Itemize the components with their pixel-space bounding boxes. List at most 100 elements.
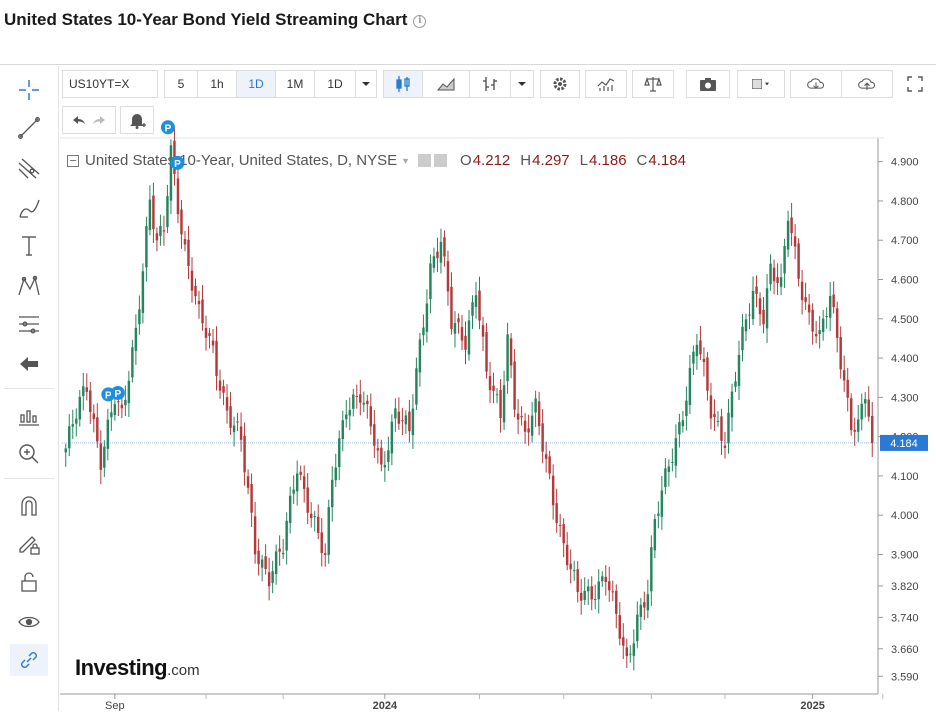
candle-body xyxy=(176,178,180,215)
candle-body xyxy=(741,326,744,351)
candle-body xyxy=(341,420,344,440)
interval-1m-button[interactable]: 1M xyxy=(275,70,315,98)
candle-body xyxy=(148,199,152,231)
crosshair-icon[interactable] xyxy=(10,74,48,106)
indicators-icon[interactable] xyxy=(585,70,627,98)
legend-low-label: L xyxy=(579,152,588,169)
investing-logo: Investing.com xyxy=(75,655,200,681)
indicators-panel-icon[interactable] xyxy=(10,400,48,432)
eye-icon[interactable] xyxy=(10,606,48,638)
candle-body xyxy=(534,398,537,413)
current-price-tag xyxy=(880,434,928,451)
candle-body xyxy=(572,570,576,572)
candle-body xyxy=(751,290,755,320)
undo-icon[interactable] xyxy=(69,110,89,130)
brush-icon[interactable] xyxy=(10,192,48,224)
candle-body xyxy=(208,333,211,336)
candle-body xyxy=(632,643,636,656)
magnet-icon[interactable] xyxy=(10,490,48,522)
candle-body xyxy=(215,340,218,376)
interval-custom-button[interactable]: 1D xyxy=(314,70,356,98)
candle-body xyxy=(506,334,509,382)
text-icon[interactable] xyxy=(10,230,48,262)
candle-body xyxy=(653,519,657,551)
cloud-upload-icon[interactable] xyxy=(841,70,893,98)
candle-body xyxy=(709,395,713,419)
candle-body xyxy=(625,647,629,656)
candle-body xyxy=(499,389,502,419)
camera-icon[interactable] xyxy=(686,70,730,98)
zoom-in-icon[interactable] xyxy=(10,438,48,470)
trendline-icon[interactable] xyxy=(10,112,48,144)
candle-body xyxy=(316,516,320,533)
candle-body xyxy=(443,237,446,257)
color-box-icon[interactable] xyxy=(737,70,785,98)
alert-bell-plus-icon[interactable] xyxy=(120,106,154,134)
interval-5-button[interactable]: 5 xyxy=(164,70,198,98)
candle-body xyxy=(152,195,155,230)
candle-body xyxy=(811,309,814,332)
candle-body xyxy=(278,548,281,552)
back-arrow-icon[interactable] xyxy=(10,348,48,380)
candle-body xyxy=(211,340,215,346)
compare-scale-icon[interactable] xyxy=(632,70,674,98)
candle-body xyxy=(387,450,390,462)
candle-body xyxy=(313,516,316,518)
candle-body xyxy=(96,417,99,442)
unlock-icon[interactable] xyxy=(10,566,48,598)
legend-hide-icon[interactable] xyxy=(434,154,448,167)
candle-body xyxy=(828,296,832,318)
candle-body xyxy=(786,220,790,250)
y-tick-label: 4.400 xyxy=(891,353,919,365)
info-icon[interactable]: i xyxy=(413,15,427,28)
legend-high-label: H xyxy=(520,152,532,169)
candle-body xyxy=(720,416,723,441)
candle-body xyxy=(608,581,611,591)
legend-settings-icon[interactable] xyxy=(418,154,432,167)
fullscreen-icon[interactable] xyxy=(898,70,932,98)
settings-gear-icon[interactable] xyxy=(540,70,580,98)
candle-body xyxy=(131,347,134,378)
interval-1d-button[interactable]: 1D xyxy=(236,70,276,98)
candle-body xyxy=(320,532,323,553)
candle-body xyxy=(103,446,106,468)
y-tick-label: 3.820 xyxy=(891,581,919,593)
candle-body xyxy=(481,325,485,337)
redo-icon[interactable] xyxy=(89,110,109,130)
dropdown-caret-icon[interactable] xyxy=(355,70,377,98)
bar-chart-icon[interactable] xyxy=(469,70,511,98)
candle-body xyxy=(288,495,292,523)
candle-body xyxy=(509,338,513,366)
link-icon[interactable] xyxy=(10,644,48,676)
pitchfork-icon[interactable] xyxy=(10,152,48,184)
lock-pencil-icon[interactable] xyxy=(10,528,48,560)
interval-1h-button[interactable]: 1h xyxy=(197,70,237,98)
candle-body xyxy=(204,328,208,338)
candle-body xyxy=(488,376,492,391)
legend-low-value: 4.186 xyxy=(589,152,627,169)
fib-levels-icon[interactable] xyxy=(10,308,48,340)
candle-body xyxy=(839,336,842,370)
candle-body xyxy=(299,471,302,475)
legend-close-label: C xyxy=(636,152,648,169)
collapse-legend-icon[interactable] xyxy=(67,154,79,167)
candle-body xyxy=(464,335,467,350)
candle-body xyxy=(306,487,309,513)
candle-body xyxy=(664,468,667,488)
y-tick-label: 4.900 xyxy=(891,157,919,169)
legend-dropdown-icon[interactable]: ▼ xyxy=(401,155,411,166)
candle-body xyxy=(243,435,246,473)
candle-body xyxy=(611,591,614,593)
candle-body xyxy=(425,303,429,332)
candle-body xyxy=(562,524,565,544)
pattern-icon[interactable] xyxy=(10,270,48,302)
chart-type-caret-icon[interactable] xyxy=(510,70,534,98)
candle-body xyxy=(267,572,271,587)
candle-body xyxy=(362,402,366,405)
y-tick-label: 4.100 xyxy=(891,471,919,483)
candle-body xyxy=(64,448,67,453)
candle-body xyxy=(737,354,741,387)
candle-body xyxy=(75,418,78,424)
symbol-input[interactable]: US10YT=X xyxy=(62,70,158,98)
